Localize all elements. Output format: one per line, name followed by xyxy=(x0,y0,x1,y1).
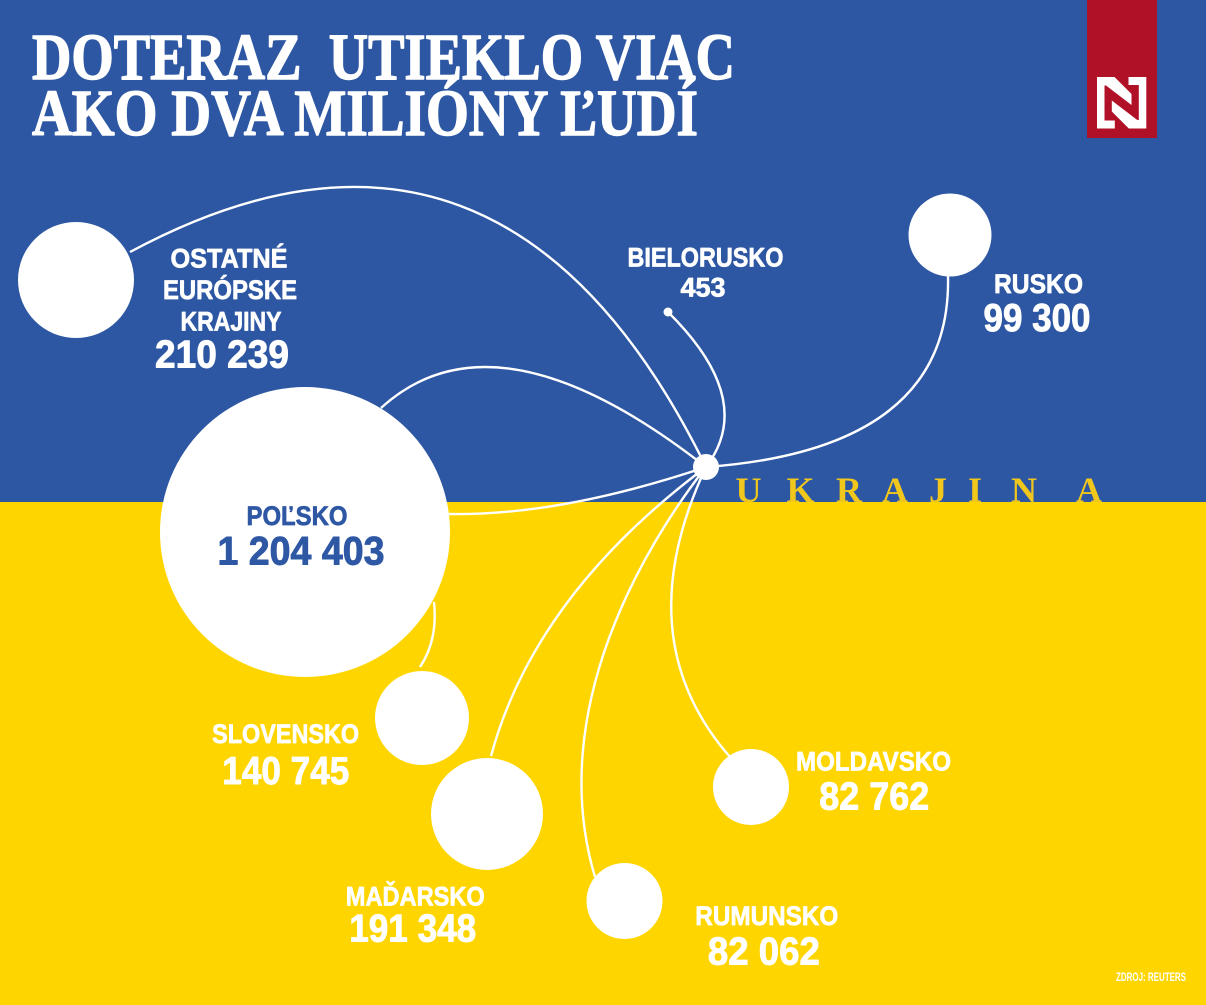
svg-text:82 762: 82 762 xyxy=(819,776,929,819)
svg-text:RUMUNSKO: RUMUNSKO xyxy=(695,901,838,931)
svg-text:RUSKO: RUSKO xyxy=(994,269,1083,299)
svg-text:OSTATNÉ: OSTATNÉ xyxy=(171,242,288,273)
svg-text:453: 453 xyxy=(680,273,725,303)
svg-text:DOTERAZ UTIEKLO VIAC: DOTERAZ UTIEKLO VIAC xyxy=(32,21,735,94)
svg-text:140 745: 140 745 xyxy=(222,750,349,793)
svg-text:210 239: 210 239 xyxy=(155,334,289,377)
svg-text:99 300: 99 300 xyxy=(984,297,1091,340)
svg-text:MOLDAVSKO: MOLDAVSKO xyxy=(796,747,951,777)
svg-text:SLOVENSKO: SLOVENSKO xyxy=(212,719,359,749)
svg-text:191 348: 191 348 xyxy=(349,908,476,951)
svg-text:82 062: 82 062 xyxy=(708,931,820,974)
svg-text:MAĎARSKO: MAĎARSKO xyxy=(346,881,485,912)
svg-text:1 204 403: 1 204 403 xyxy=(218,530,385,574)
svg-text:AKO DVA MILIÓNY ĽUDÍ: AKO DVA MILIÓNY ĽUDÍ xyxy=(32,77,698,150)
svg-text:BIELORUSKO: BIELORUSKO xyxy=(628,243,784,273)
svg-text:ZDROJ: REUTERS: ZDROJ: REUTERS xyxy=(1116,972,1186,984)
svg-text:POĽSKO: POĽSKO xyxy=(247,501,348,531)
svg-text:EURÓPSKE: EURÓPSKE xyxy=(163,274,297,305)
svg-text:KRAJINY: KRAJINY xyxy=(181,306,282,336)
